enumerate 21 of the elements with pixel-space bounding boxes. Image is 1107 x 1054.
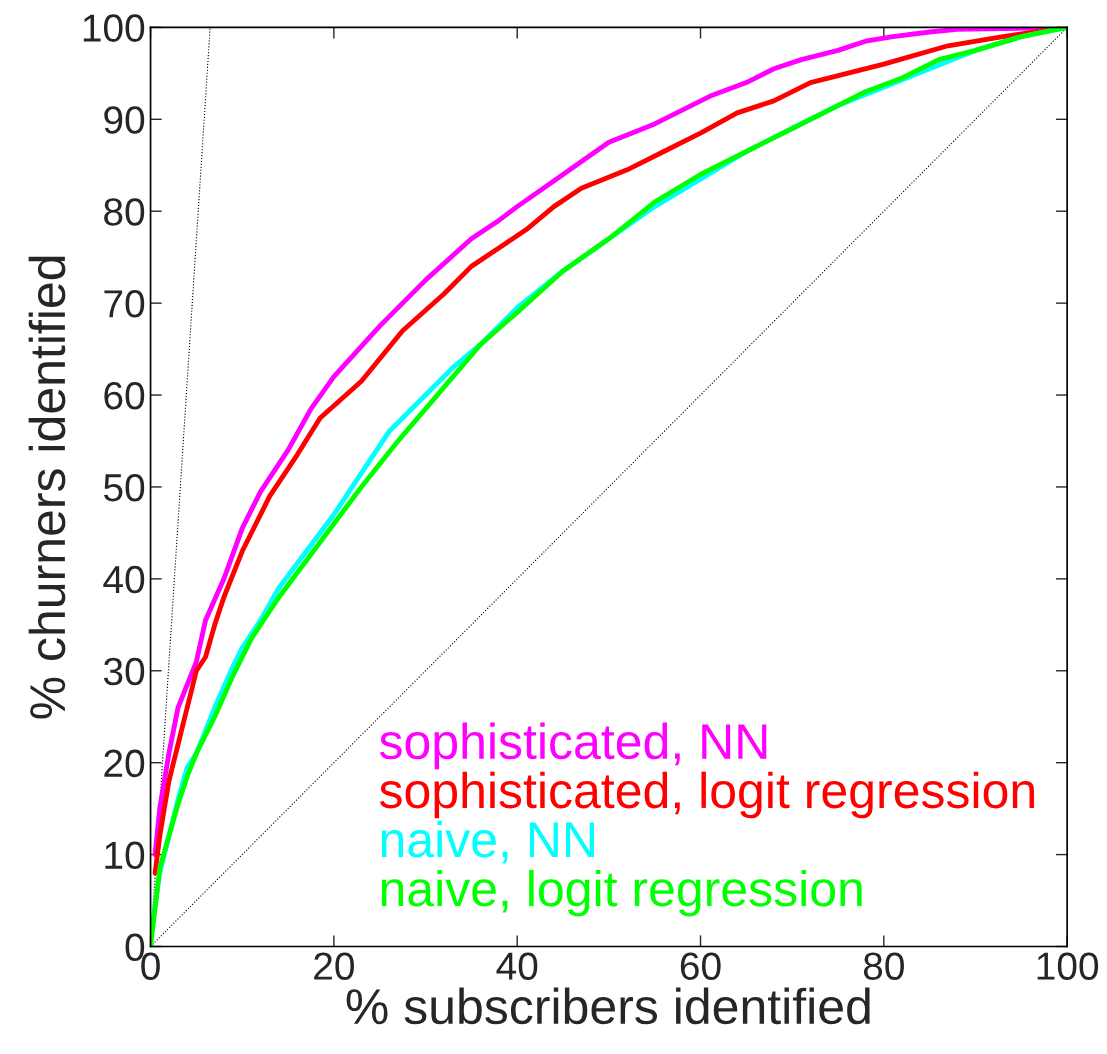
y-tick-label: 70	[104, 290, 145, 318]
x-tick-label: 80	[863, 952, 904, 980]
x-axis-title: % subscribers identified	[346, 987, 870, 1025]
y-tick-label: 40	[103, 565, 145, 594]
y-tick-label: 50	[103, 473, 145, 502]
text: sophisticated, logit regression	[379, 771, 1034, 819]
text: naive, NN	[381, 820, 594, 864]
x-tick-label: 20	[314, 952, 354, 980]
y-tick-label: 20	[104, 749, 145, 778]
y-tick-label: 30	[103, 657, 145, 686]
text: naive, logit regression	[381, 869, 862, 917]
y-axis-title: % churners identified	[28, 256, 66, 719]
y-tick-label: 100	[83, 14, 145, 42]
text: sophisticated, NN	[379, 722, 767, 770]
x-tick-label: 100	[1037, 952, 1099, 980]
y-tick-label: 10	[105, 841, 145, 870]
y-tick-label: 90	[104, 106, 145, 134]
y-tick-label: 60	[104, 381, 145, 410]
x-tick-label: 40	[496, 952, 538, 980]
x-tick-label: 60	[680, 952, 721, 980]
y-tick-label: 80	[104, 198, 145, 226]
